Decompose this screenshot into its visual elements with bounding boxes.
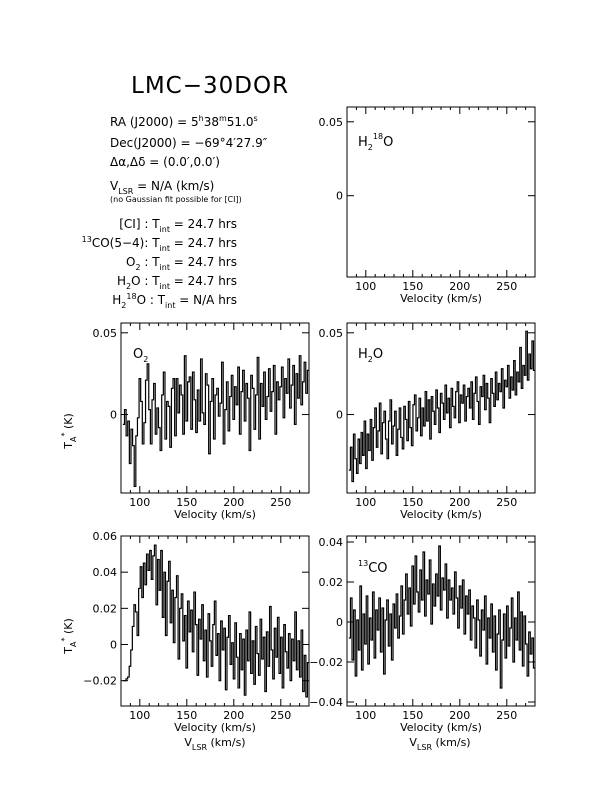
spectrum-line	[122, 544, 309, 698]
dec-line: Dec(J2000) = −69°4′27.9″	[110, 136, 268, 150]
x-tick-label: 100	[355, 709, 376, 722]
vlsr-line: VLSR = N/A (km/s)	[110, 179, 214, 196]
fit-note: (no Gaussian fit possible for [CI])	[110, 195, 242, 204]
x-tick-label: 200	[449, 496, 470, 509]
panel-13co: 100 150 200 250 −0.04 −0.02 0 0.02 0.04 Velocity …	[309, 535, 536, 734]
label-13co: 13CO	[358, 559, 388, 576]
x-axis-label: Velocity (km/s)	[400, 508, 482, 521]
offset-line: Δα,Δδ = (0.0′,0.0′)	[110, 155, 220, 169]
y-tick-label: 0.05	[319, 327, 344, 340]
y-tick-label: 0.02	[93, 602, 118, 615]
label-h2o: H2O	[358, 347, 383, 364]
x-tick-label: 200	[223, 496, 244, 509]
spectrum-line	[122, 355, 309, 488]
ylabel-o2: TA* (K)	[60, 413, 78, 450]
x-tick-label: 100	[129, 709, 150, 722]
panel-o2: 100 150 200 250 0 0.05 Velocity (km/s)	[93, 322, 310, 521]
x-tick-label: 200	[223, 709, 244, 722]
int-line-13co: 13CO(5−4): Tint = 24.7 hrs	[82, 235, 237, 253]
x-tick-label: 150	[402, 280, 423, 293]
x-tick-label: 250	[496, 496, 517, 509]
panel-ci: 100 150 200 250 −0.02 0 0.02 0.04 0.06 Velocity (…	[83, 530, 310, 734]
x-axis-label: Velocity (km/s)	[400, 292, 482, 305]
panel-h218o: 100 150 200 250 0 0.05 Velocity (km/s)	[319, 106, 536, 305]
x-tick-label: 250	[270, 709, 291, 722]
x-axis-label: Velocity (km/s)	[400, 721, 482, 734]
spectrum-line	[348, 545, 535, 689]
xlabel2-ci: VLSR (km/s)	[184, 736, 245, 752]
x-axis-label: Velocity (km/s)	[174, 508, 256, 521]
spectrum-line	[348, 330, 535, 483]
y-tick-label: −0.02	[83, 675, 117, 688]
x-tick-label: 200	[449, 280, 470, 293]
ylabel-ci: TA* (K)	[60, 618, 78, 655]
label-h218o: H218O	[358, 132, 393, 152]
x-tick-label: 150	[176, 709, 197, 722]
y-tick-label: 0	[110, 639, 117, 652]
figure-title: LMC−30DOR	[131, 73, 289, 99]
y-tick-label: −0.02	[309, 656, 343, 669]
y-tick-label: 0.04	[93, 566, 118, 579]
x-tick-label: 250	[496, 709, 517, 722]
x-tick-label: 100	[355, 496, 376, 509]
y-tick-label: 0.05	[93, 327, 118, 340]
xlabel2-13co: VLSR (km/s)	[409, 736, 470, 752]
x-tick-label: 150	[176, 496, 197, 509]
x-tick-label: 150	[402, 496, 423, 509]
int-line-h218o: H218O : Tint = N/A hrs	[112, 292, 237, 310]
y-tick-label: 0.06	[93, 530, 118, 543]
int-line-o2: O2 : Tint = 24.7 hrs	[126, 255, 237, 272]
x-tick-label: 200	[449, 709, 470, 722]
y-tick-label: 0	[336, 190, 343, 203]
panel-h2o: 100 150 200 250 0 0.05 Velocity (km/s)	[319, 322, 536, 521]
y-tick-label: 0.02	[319, 576, 344, 589]
int-line-ci: [CI] : Tint = 24.7 hrs	[119, 217, 237, 234]
y-tick-label: 0	[336, 616, 343, 629]
x-tick-label: 250	[270, 496, 291, 509]
ra-line: RA (J2000) = 5h38m51.0s	[110, 114, 258, 129]
x-axis-label: Velocity (km/s)	[174, 721, 256, 734]
x-tick-label: 100	[129, 496, 150, 509]
x-tick-label: 250	[496, 280, 517, 293]
x-tick-label: 150	[402, 709, 423, 722]
header-info: RA (J2000) = 5h38m51.0s Dec(J2000) = −69…	[82, 114, 268, 310]
label-o2: O2	[133, 347, 148, 364]
y-tick-label: 0.05	[319, 116, 344, 129]
y-tick-label: −0.04	[309, 696, 343, 709]
y-tick-label: 0.04	[319, 536, 344, 549]
y-tick-label: 0	[110, 409, 117, 422]
x-tick-label: 100	[355, 280, 376, 293]
int-line-h2o: H2O : Tint = 24.7 hrs	[117, 274, 237, 291]
y-tick-label: 0	[336, 409, 343, 422]
